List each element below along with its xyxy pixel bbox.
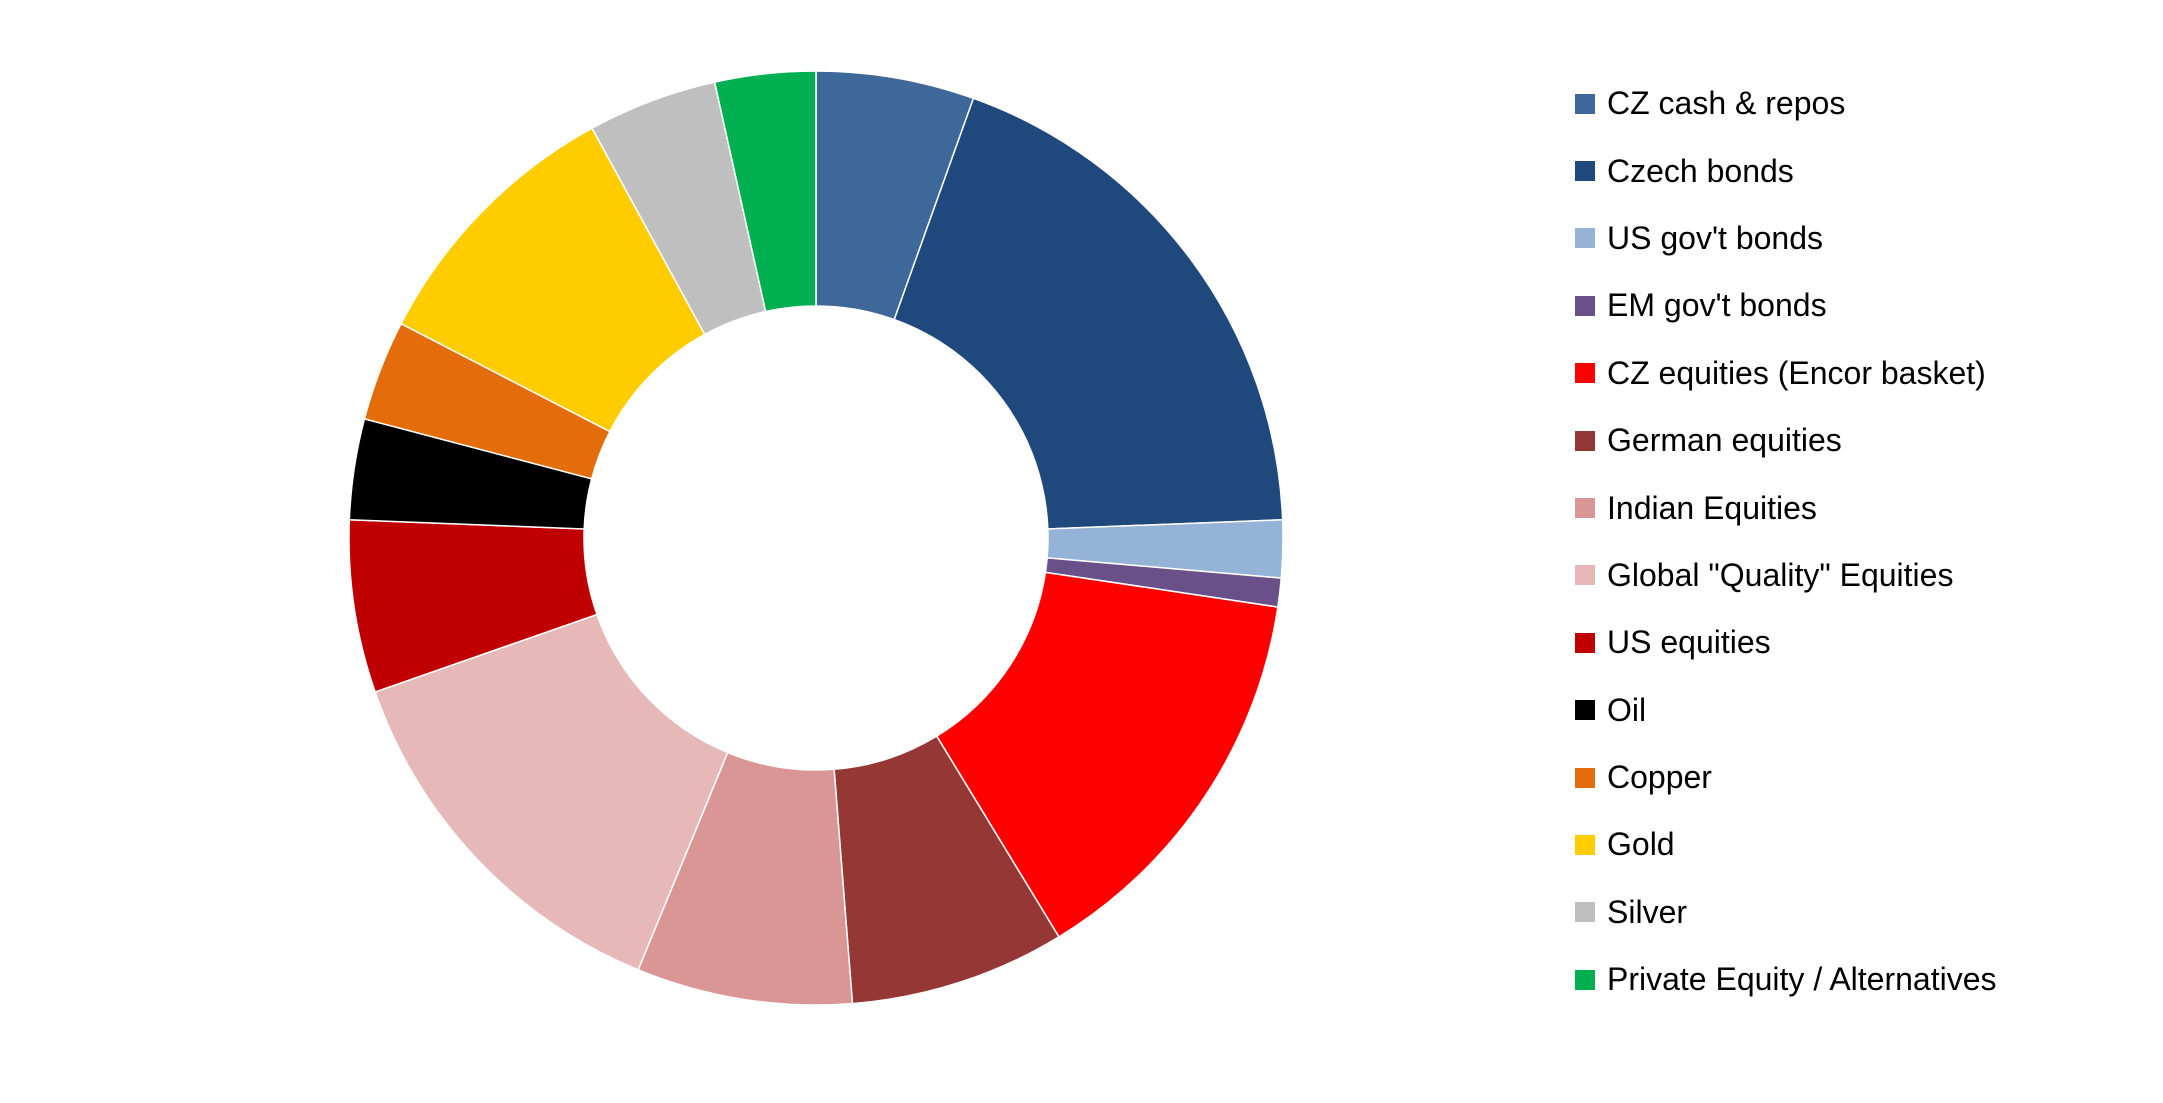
legend-item-5: German equities — [1575, 407, 1997, 474]
legend-item-12: Silver — [1575, 879, 1997, 946]
donut-slices — [348, 70, 1284, 1006]
legend-label: Czech bonds — [1607, 152, 1794, 189]
legend-swatch — [1575, 161, 1595, 182]
legend-swatch — [1575, 700, 1595, 721]
legend-item-1: Czech bonds — [1575, 137, 1997, 204]
legend-item-0: CZ cash & repos — [1575, 70, 1997, 137]
legend-label: US equities — [1607, 624, 1771, 661]
legend-label: German equities — [1607, 422, 1842, 459]
legend-swatch — [1575, 565, 1595, 586]
legend-label: Oil — [1607, 691, 1647, 728]
legend-swatch — [1575, 295, 1595, 316]
legend-label: US gov't bonds — [1607, 219, 1824, 256]
legend-item-11: Gold — [1575, 811, 1997, 878]
legend-label: Global "Quality" Equities — [1607, 556, 1954, 593]
legend-label: CZ cash & repos — [1607, 85, 1846, 122]
donut-slice-11 — [400, 127, 706, 433]
legend-item-7: Global "Quality" Equities — [1575, 542, 1997, 609]
legend-item-13: Private Equity / Alternatives — [1575, 946, 1997, 1013]
legend-item-2: US gov't bonds — [1575, 205, 1997, 272]
legend-item-3: EM gov't bonds — [1575, 272, 1997, 339]
legend-item-6: Indian Equities — [1575, 474, 1997, 541]
legend-item-10: Copper — [1575, 744, 1997, 811]
legend-label: Private Equity / Alternatives — [1607, 961, 1997, 998]
legend-label: Indian Equities — [1607, 489, 1817, 526]
legend-item-9: Oil — [1575, 677, 1997, 744]
legend-label: Copper — [1607, 759, 1712, 796]
donut-slice-1 — [893, 97, 1284, 530]
legend-label: CZ equities (Encor basket) — [1607, 354, 1986, 391]
legend-swatch — [1575, 834, 1595, 855]
legend-item-8: US equities — [1575, 609, 1997, 676]
legend-swatch — [1575, 430, 1595, 451]
legend-label: Silver — [1607, 893, 1688, 930]
legend-swatch — [1575, 767, 1595, 788]
legend-swatch — [1575, 498, 1595, 519]
donut-slice-4 — [935, 571, 1279, 938]
legend-swatch — [1575, 632, 1595, 653]
legend-swatch — [1575, 969, 1595, 990]
legend-swatch — [1575, 93, 1595, 114]
legend-label: EM gov't bonds — [1607, 287, 1827, 324]
chart-legend: CZ cash & repos Czech bonds US gov't bonds… — [1575, 70, 1997, 1013]
legend-label: Gold — [1607, 826, 1675, 863]
legend-swatch — [1575, 902, 1595, 923]
legend-item-4: CZ equities (Encor basket) — [1575, 340, 1997, 407]
donut-slice-7 — [374, 613, 729, 971]
legend-swatch — [1575, 363, 1595, 384]
legend-swatch — [1575, 228, 1595, 249]
donut-slice-13 — [713, 70, 817, 313]
